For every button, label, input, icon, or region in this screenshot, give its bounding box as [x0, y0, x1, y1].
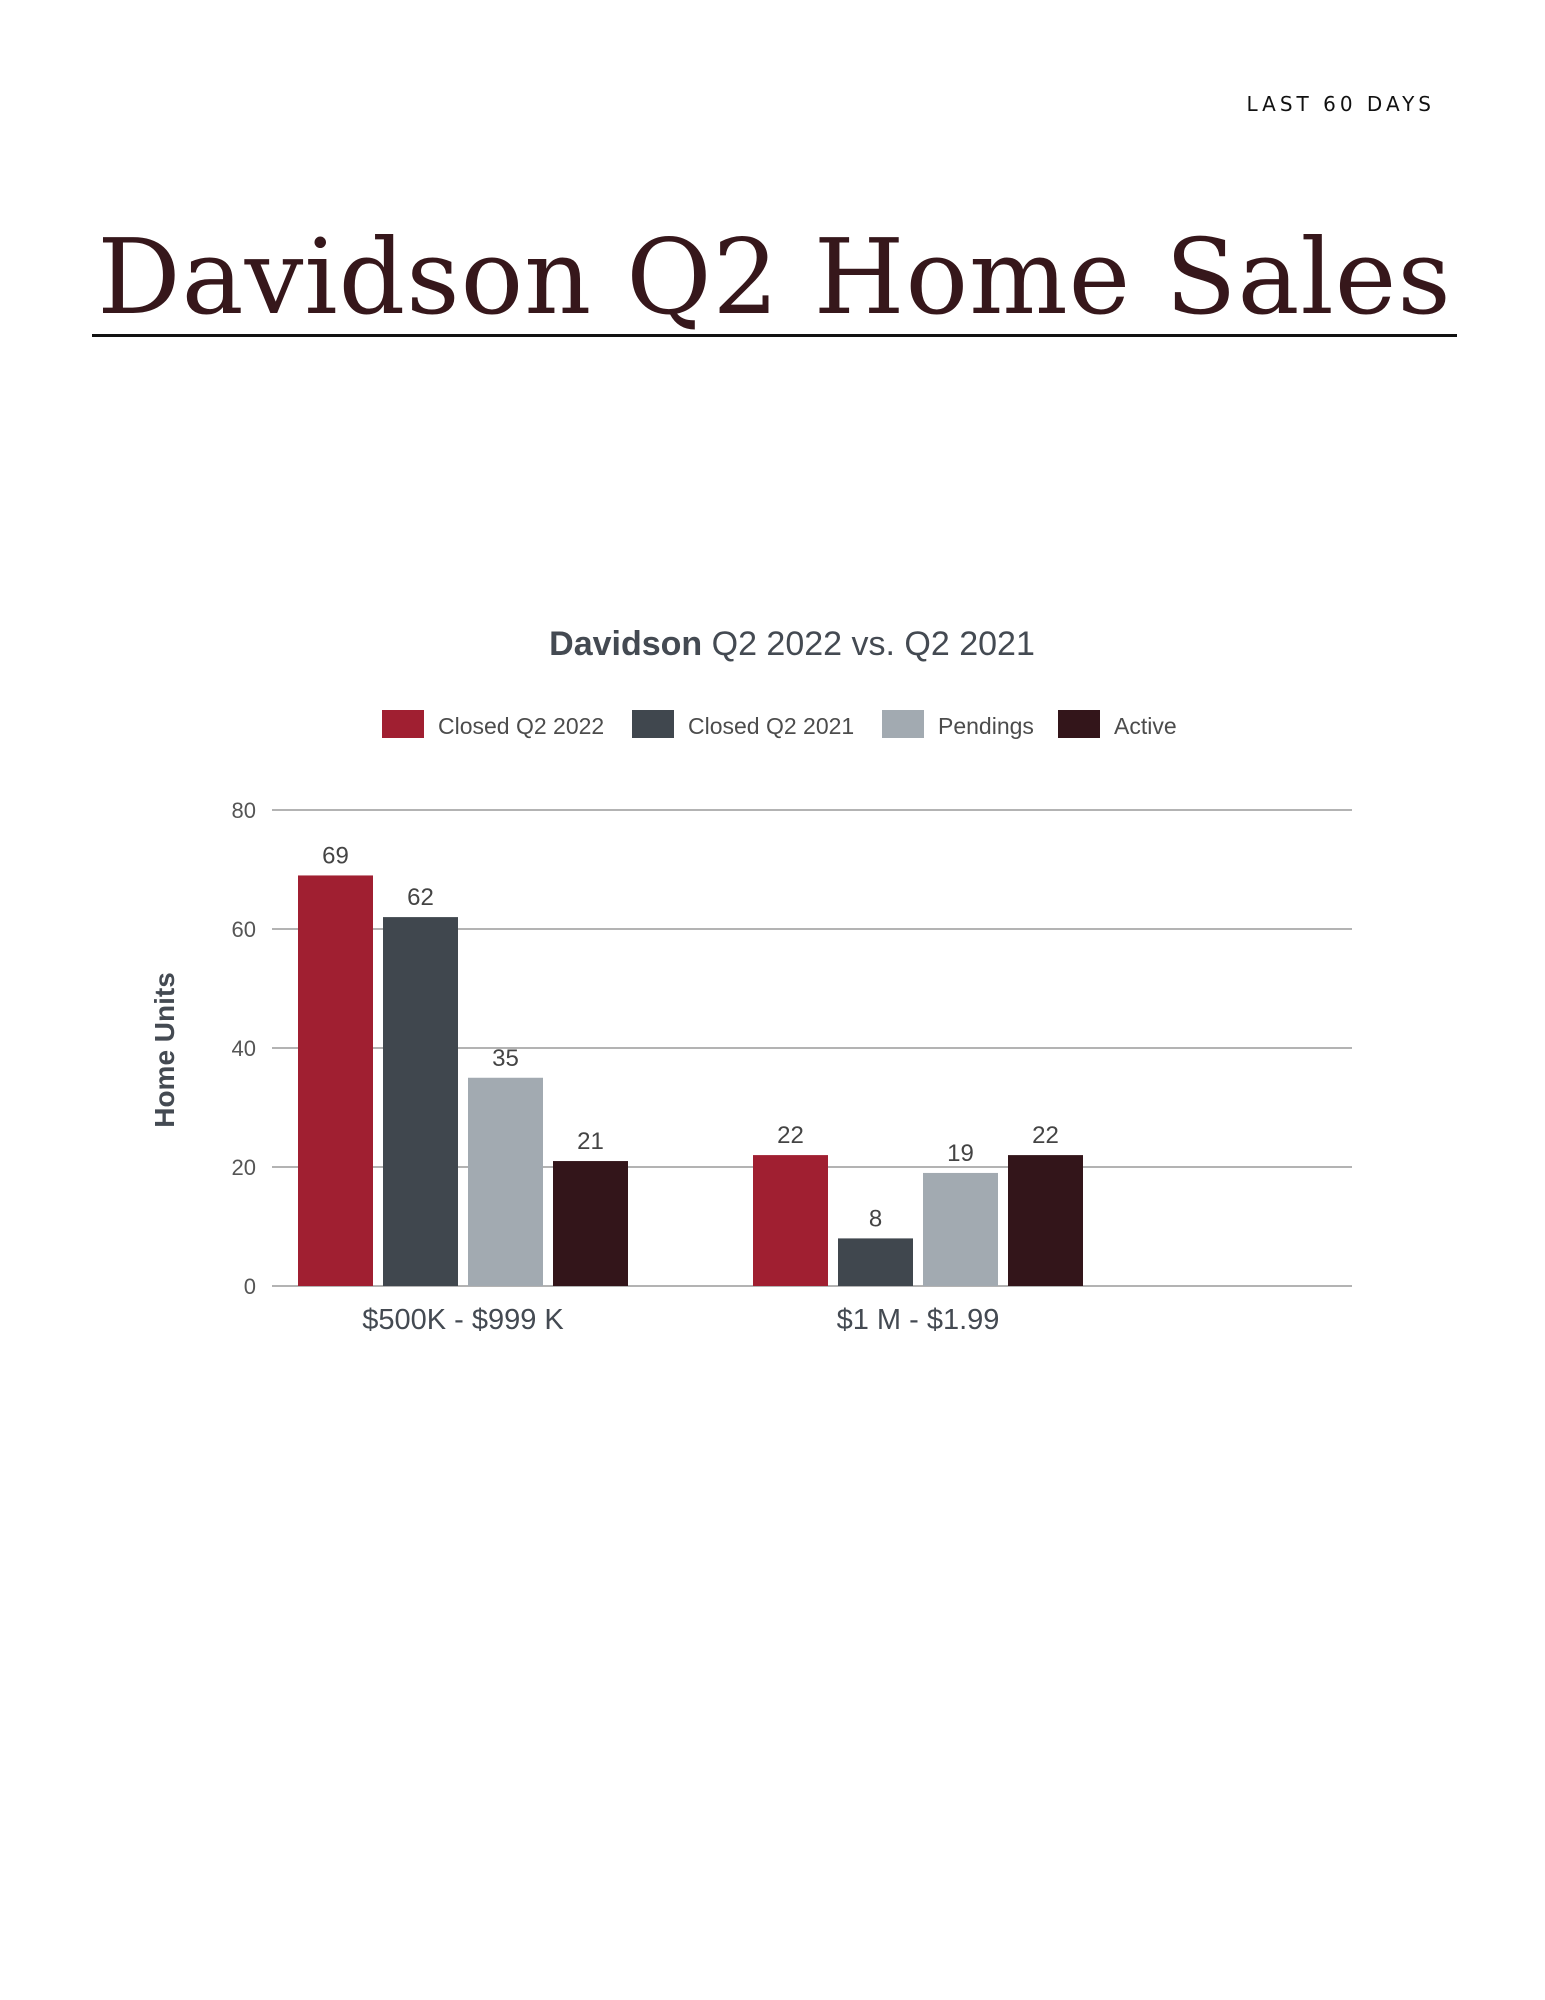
legend-swatch: [382, 710, 424, 738]
bar-value-label: 21: [577, 1128, 604, 1155]
legend-swatch: [882, 710, 924, 738]
y-axis-ticks: 0 20 40 60 80: [232, 798, 256, 1299]
bar-value-label: 8: [869, 1205, 882, 1232]
legend-label: Closed Q2 2022: [438, 713, 604, 739]
legend-item: Active: [1058, 710, 1177, 739]
chart-title-rest: Q2 2022 vs. Q2 2021: [702, 625, 1035, 663]
bar-value-label: 62: [407, 884, 434, 911]
bar-value-label: 69: [322, 842, 349, 869]
legend-item: Closed Q2 2022: [382, 710, 604, 739]
bar: [298, 875, 373, 1286]
bar-value-label: 35: [492, 1045, 519, 1072]
y-tick-label: 0: [244, 1274, 256, 1299]
bar: [553, 1161, 628, 1286]
x-axis-categories: $500K - $999 K $1 M - $1.99: [362, 1304, 999, 1336]
bar: [383, 917, 458, 1286]
title-underline: [92, 334, 1457, 337]
y-tick-label: 20: [232, 1155, 256, 1180]
legend-label: Pendings: [938, 713, 1034, 739]
page-title: Davidson Q2 Home Sales: [97, 216, 1452, 338]
chart-title-bold: Davidson: [549, 625, 702, 663]
bar-chart: Davidson Q2 2022 vs. Q2 2021 Closed Q2 2…: [149, 625, 1352, 1336]
y-axis-label: Home Units: [149, 972, 180, 1128]
legend-swatch: [1058, 710, 1100, 738]
chart-bars: 69 62 35 21 22 8 19 22: [298, 842, 1083, 1286]
chart-legend: Closed Q2 2022 Closed Q2 2021 Pendings Acti…: [382, 710, 1177, 739]
period-label: LAST 60 DAYS: [1246, 92, 1435, 116]
y-tick-label: 60: [232, 917, 256, 942]
bar: [838, 1238, 913, 1286]
legend-item: Closed Q2 2021: [632, 710, 854, 739]
bar: [923, 1172, 998, 1286]
bar: [468, 1077, 543, 1286]
legend-label: Active: [1114, 713, 1177, 739]
bar-value-label: 22: [777, 1122, 804, 1149]
y-tick-label: 80: [232, 798, 256, 823]
x-category-label: $500K - $999 K: [362, 1304, 564, 1336]
x-category-label: $1 M - $1.99: [837, 1304, 1000, 1336]
y-tick-label: 40: [232, 1036, 256, 1061]
bar: [1008, 1155, 1083, 1286]
chart-title: Davidson Q2 2022 vs. Q2 2021: [549, 625, 1035, 663]
bar-value-label: 22: [1032, 1122, 1059, 1149]
legend-swatch: [632, 710, 674, 738]
bar-value-label: 19: [947, 1140, 974, 1167]
legend-item: Pendings: [882, 710, 1034, 739]
bar: [753, 1155, 828, 1286]
legend-label: Closed Q2 2021: [688, 713, 854, 739]
